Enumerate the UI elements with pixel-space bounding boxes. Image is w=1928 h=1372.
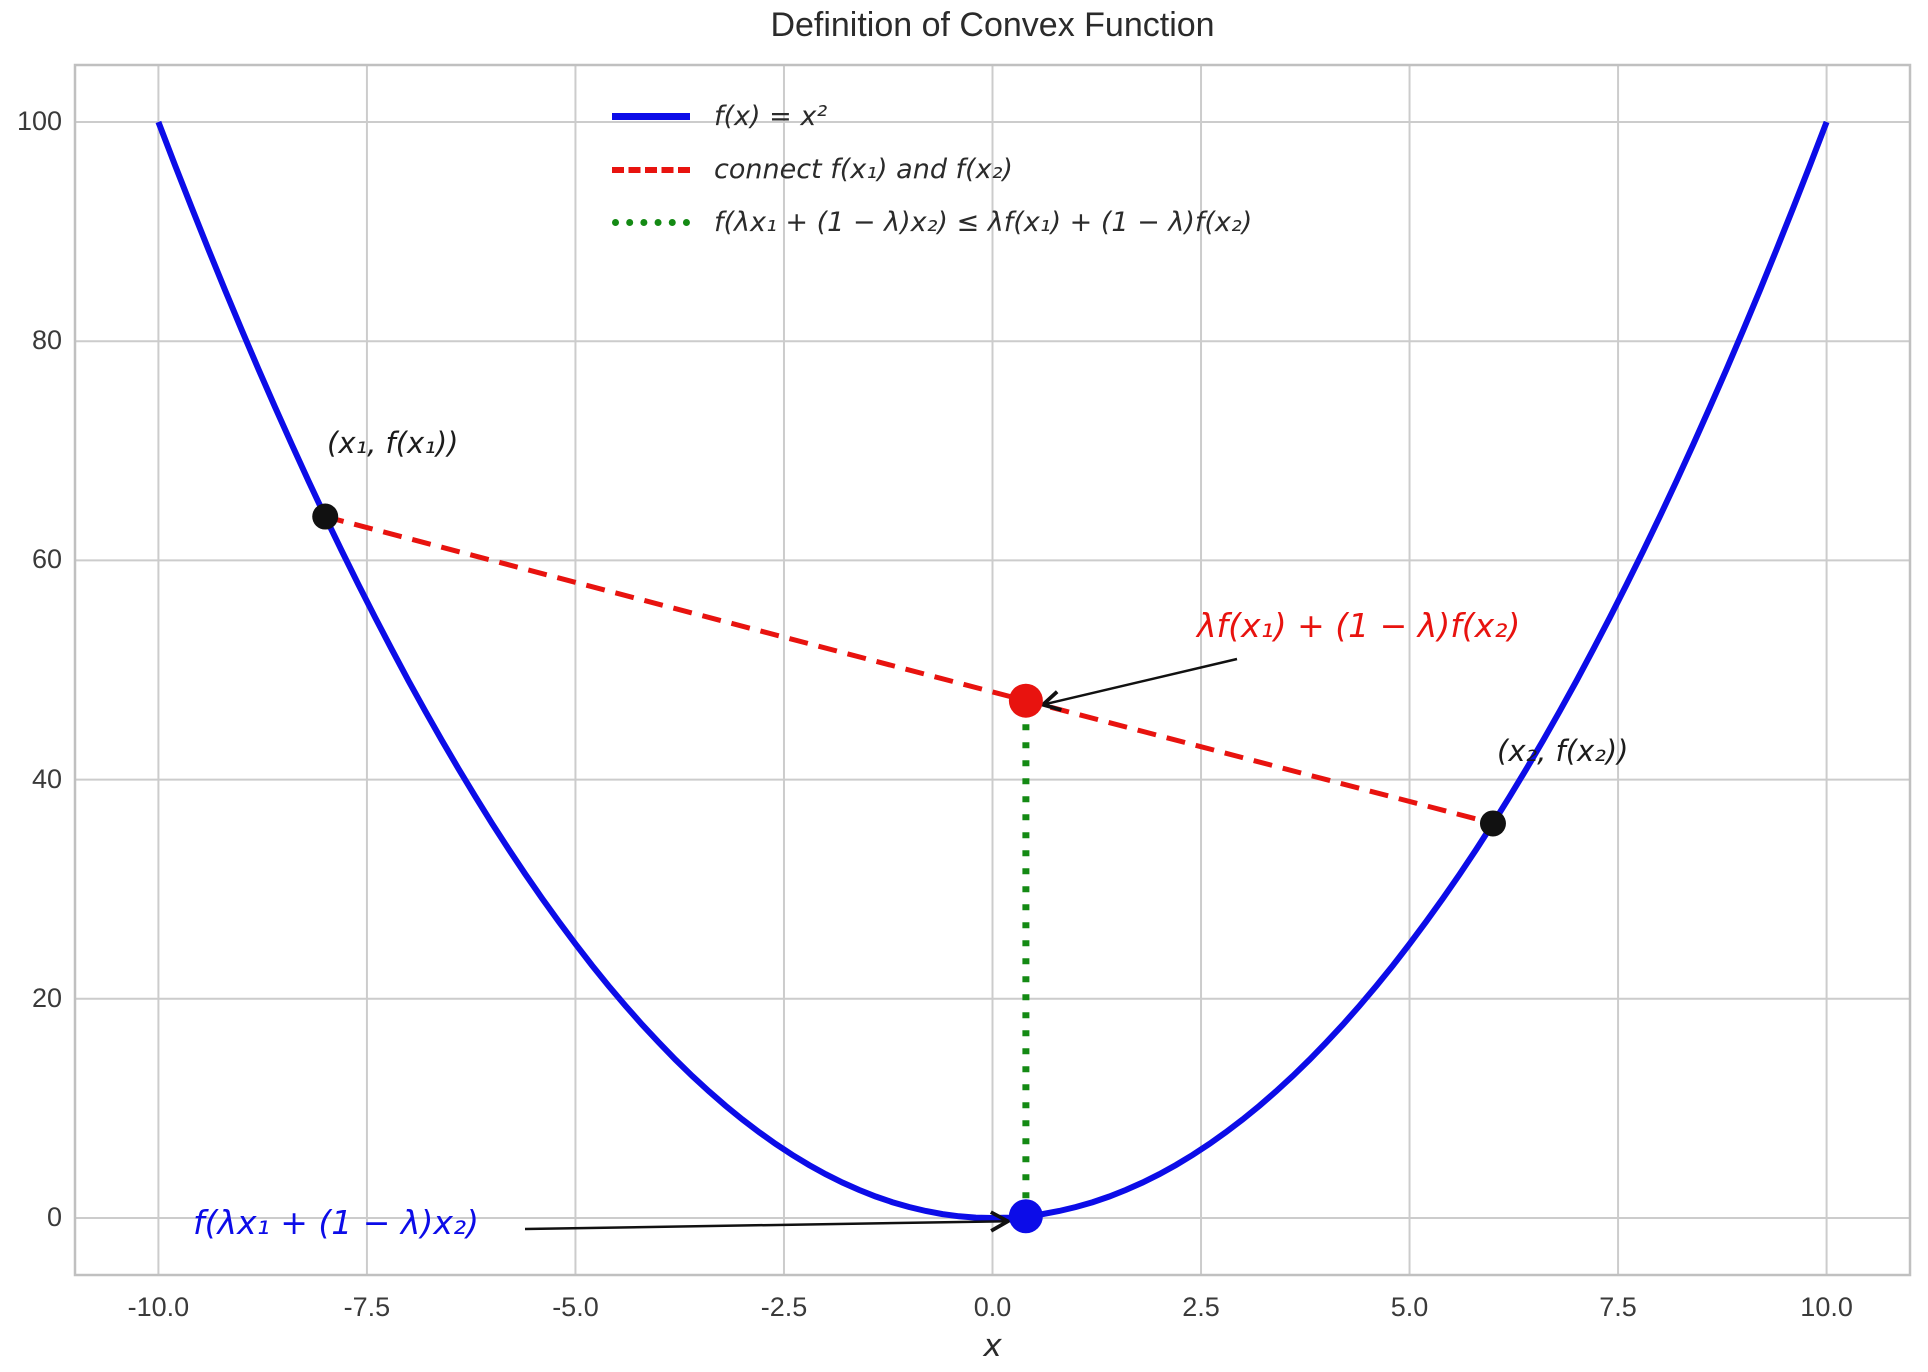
annotation-arrow [1043, 657, 1238, 705]
y-tick-label: 40 [31, 763, 62, 794]
legend-swatch-dashed-icon [612, 166, 690, 173]
y-tick-label: 20 [31, 982, 62, 1013]
axes-frame [73, 63, 1912, 1277]
legend-label: connect f(x₁) and f(x₂) [714, 154, 1013, 185]
x-tick-label: 2.5 [1182, 1292, 1220, 1322]
marker-point [1008, 683, 1043, 718]
x-tick-label: -7.5 [343, 1292, 391, 1322]
chart-title: Definition of Convex Function [770, 6, 1215, 44]
x-tick-label: -2.5 [760, 1292, 808, 1322]
annotation-arrow [524, 1221, 1008, 1229]
legend-row: connect f(x₁) and f(x₂) [612, 143, 1252, 196]
legend-row: f(λx₁ + (1 − λ)x₂) ≤ λf(x₁) + (1 − λ)f(x… [612, 196, 1252, 249]
y-axis-label: f(x) [0, 623, 3, 677]
point2-label: (x₂, f(x₂)) [1497, 734, 1629, 768]
y-tick-label: 60 [31, 544, 62, 575]
x-axis-label: x [983, 1328, 1002, 1364]
legend-swatch-solid-icon [612, 113, 690, 120]
marker-point [1008, 1199, 1043, 1234]
data-points [312, 503, 1506, 1234]
marker-point [1479, 810, 1506, 837]
x-tick-label: 5.0 [1390, 1292, 1429, 1322]
y-tick-label: 100 [16, 105, 62, 136]
legend-label: f(λx₁ + (1 − λ)x₂) ≤ λf(x₁) + (1 − λ)f(x… [714, 207, 1253, 238]
marker-point [312, 503, 339, 530]
series-1 [324, 514, 1494, 826]
x-tick-label: 7.5 [1599, 1292, 1637, 1322]
chord-value-annotation: λf(x₁) + (1 − λ)f(x₂) [1197, 606, 1521, 645]
y-tick-label: 80 [31, 325, 62, 356]
legend-swatch-dotted-icon [612, 219, 690, 226]
plot-border [73, 63, 1912, 1277]
y-tick-label: 0 [46, 1202, 62, 1232]
legend-row: f(x) = x² [612, 90, 1252, 143]
x-tick-label: 10.0 [1800, 1292, 1853, 1322]
annotation-arrows [524, 657, 1238, 1229]
legend: f(x) = x² connect f(x₁) and f(x₂) f(λx₁ + … [612, 90, 1252, 249]
x-tick-label: -10.0 [127, 1292, 190, 1322]
point1-label: (x₁, f(x₁)) [327, 426, 459, 460]
x-tick-label: 0.0 [973, 1292, 1012, 1322]
legend-label: f(x) = x² [714, 101, 828, 132]
function-value-annotation: f(λx₁ + (1 − λ)x₂) [193, 1203, 479, 1242]
x-tick-label: -5.0 [552, 1292, 599, 1322]
